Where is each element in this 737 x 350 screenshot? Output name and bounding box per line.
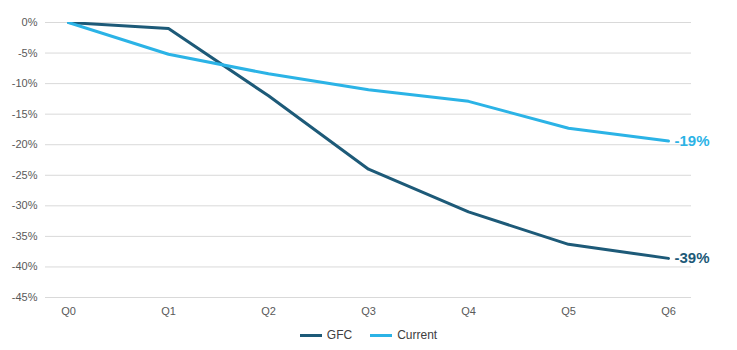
svg-text:-30%: -30%: [12, 199, 38, 211]
svg-text:-35%: -35%: [12, 230, 38, 242]
svg-text:-39%: -39%: [675, 249, 710, 266]
html-text:GFC: GFC: [326, 328, 353, 342]
svg-text:Q4: Q4: [461, 305, 476, 317]
svg-text:Q0: Q0: [61, 305, 76, 317]
svg-text:Q1: Q1: [161, 305, 176, 317]
svg-text:Q3: Q3: [361, 305, 376, 317]
svg-text:-20%: -20%: [12, 138, 38, 150]
svg-text:-15%: -15%: [12, 108, 38, 120]
svg-text:-19%: -19%: [675, 132, 710, 149]
svg-text:-40%: -40%: [12, 260, 38, 272]
svg-text:Q5: Q5: [561, 305, 576, 317]
svg-text:-10%: -10%: [12, 77, 38, 89]
html-text:Current: Current: [397, 328, 438, 342]
svg-text:-45%: -45%: [12, 291, 38, 303]
svg-text:-5%: -5%: [18, 47, 38, 59]
svg-text:Q2: Q2: [261, 305, 276, 317]
svg-text:-25%: -25%: [12, 169, 38, 181]
svg-text:0%: 0%: [22, 16, 38, 28]
svg-text:Q6: Q6: [661, 305, 676, 317]
